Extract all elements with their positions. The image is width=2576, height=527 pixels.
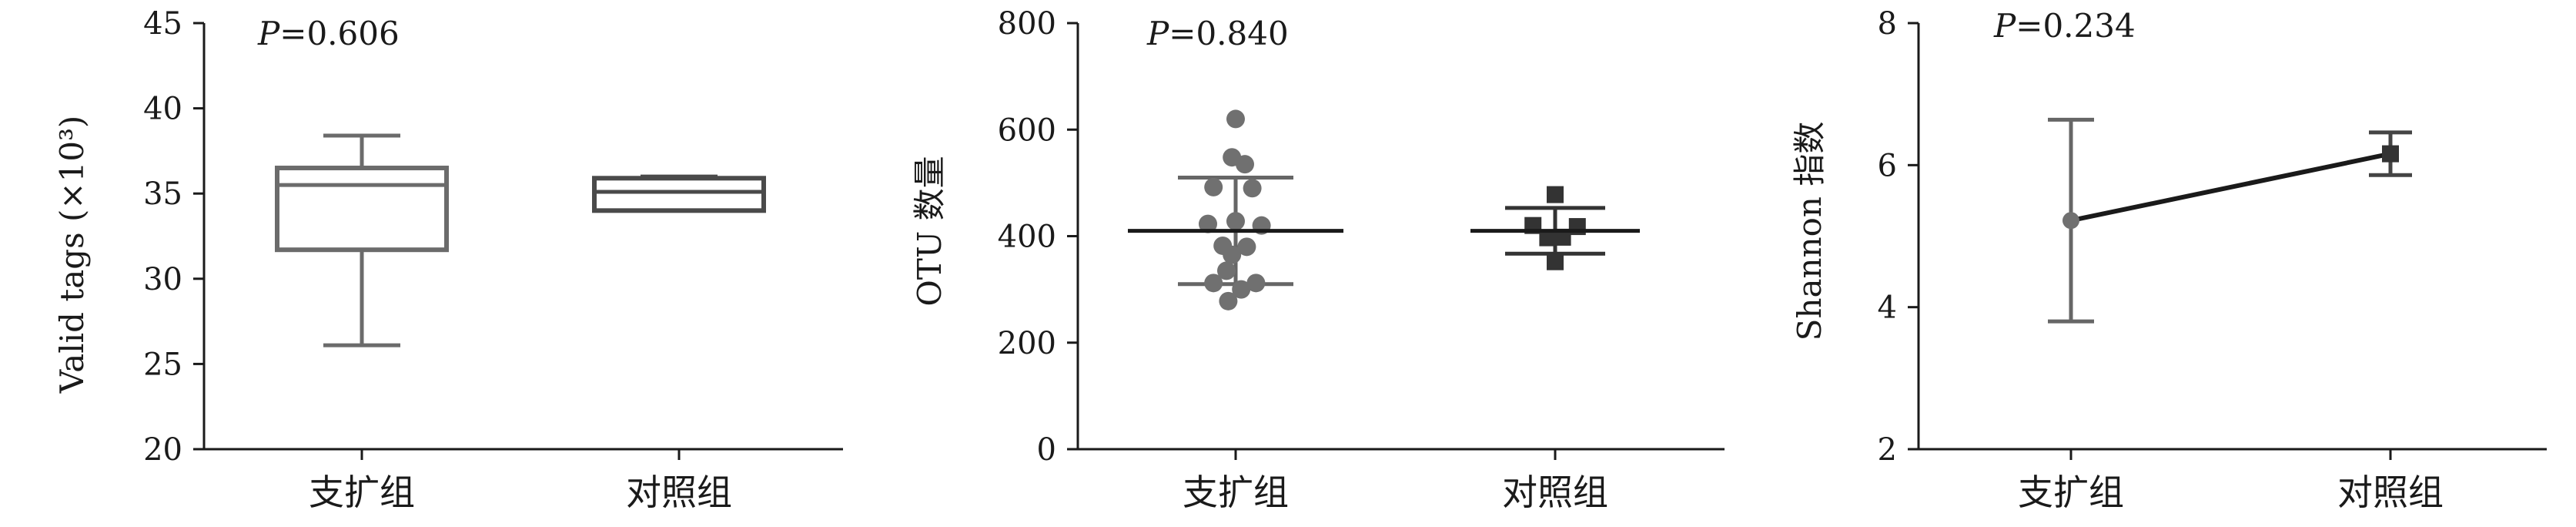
box-iqr	[275, 166, 449, 253]
otu-count-scatter-panel: 0 200 400 600 800 支扩组 对照组 OTU 数量 P=0.840	[911, 6, 1725, 513]
y-tick-label: 200	[998, 326, 1056, 361]
p-value-annotation: P=0.840	[1146, 15, 1289, 52]
data-point	[1539, 229, 1557, 247]
y-tick-label: 0	[1037, 432, 1056, 468]
y-tick-label: 800	[998, 6, 1056, 42]
data-point	[1226, 109, 1245, 129]
data-point	[1547, 186, 1564, 203]
y-axis-label: OTU 数量	[911, 156, 948, 306]
valid-tags-boxplot-panel: 20 25 30 35 40 45 支扩组 对照组 Valid tags (×10³) P=0.6…	[53, 6, 843, 513]
data-point	[1554, 228, 1571, 246]
data-point	[1237, 237, 1256, 257]
y-axis-label: Shannon 指数	[1791, 122, 1828, 341]
y-tick-label: 6	[1878, 148, 1897, 183]
p-value-annotation: P=0.234	[1993, 7, 2136, 45]
x-category-label: 支扩组	[1183, 472, 1289, 513]
x-category-label: 对照组	[2337, 472, 2444, 513]
y-tick-label: 45	[143, 6, 182, 42]
p-value: =0.840	[1169, 15, 1288, 52]
y-tick-label: 8	[1878, 6, 1897, 42]
y-tick-label: 2	[1878, 432, 1897, 468]
data-point	[1246, 274, 1266, 293]
data-point	[1217, 261, 1236, 280]
y-tick-label: 30	[143, 262, 182, 297]
data-point	[1223, 245, 1242, 264]
x-category-label: 对照组	[1502, 472, 1608, 513]
p-value: =0.234	[2016, 7, 2135, 45]
data-point	[1547, 253, 1564, 270]
y-tick-label: 4	[1878, 290, 1897, 326]
line-point	[2062, 212, 2079, 230]
y-tick-label: 400	[998, 220, 1056, 255]
y-axis-label: Valid tags (×10³)	[53, 116, 91, 394]
x-category-label: 支扩组	[309, 472, 415, 513]
y-tick-label: 600	[998, 112, 1056, 148]
box-iqr	[592, 176, 766, 213]
data-point	[1219, 291, 1238, 310]
p-value: =0.606	[279, 15, 399, 52]
shannon-index-line-panel: 2 4 6 8 支扩组 对照组 Shannon 指数 P=0.234	[1791, 6, 2547, 513]
p-symbol: P	[1993, 7, 2016, 45]
p-symbol: P	[257, 15, 280, 52]
data-point	[1226, 212, 1245, 231]
data-point	[1204, 274, 1223, 293]
y-tick-label: 20	[143, 432, 182, 468]
y-tick-label: 40	[143, 92, 182, 127]
x-category-label: 支扩组	[2018, 472, 2124, 513]
y-tick-label: 35	[143, 176, 182, 212]
data-point	[1199, 214, 1217, 233]
series-line	[2070, 151, 2391, 223]
data-point	[1204, 177, 1223, 196]
p-value-annotation: P=0.606	[257, 15, 400, 52]
x-category-label: 对照组	[626, 472, 732, 513]
data-point	[1243, 179, 1262, 198]
data-point	[1232, 280, 1251, 299]
data-point	[1236, 155, 1254, 174]
y-tick-label: 25	[143, 347, 182, 382]
line-point	[2382, 145, 2399, 163]
p-symbol: P	[1146, 15, 1169, 52]
